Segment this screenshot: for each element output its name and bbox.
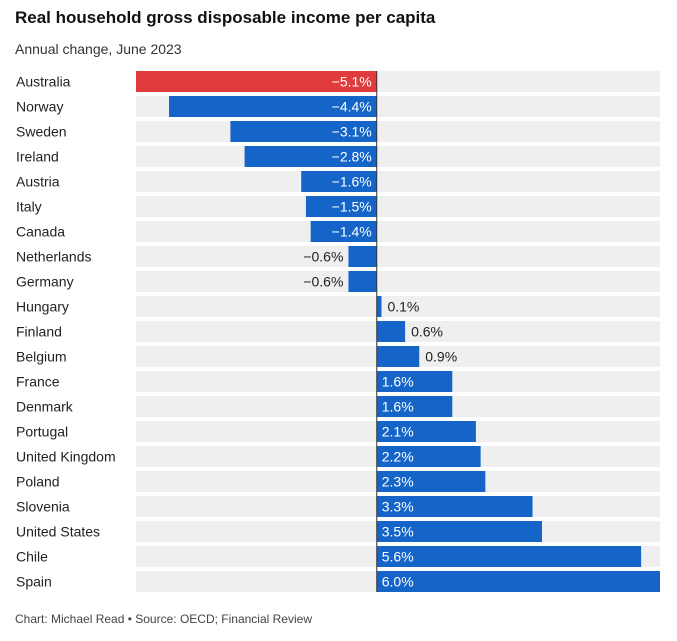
bar-chart: Australia Norway Sweden Ireland Austria Italy… [16,71,660,592]
value-label-germany: −0.6% [303,274,343,290]
row-bg-ireland [136,146,660,167]
value-label-sweden: −3.1% [332,124,372,140]
chart-title: Real household gross disposable income p… [15,8,436,27]
bar-france [376,371,453,392]
value-label-austria: −1.6% [332,174,372,190]
value-label-belgium: 0.9% [425,349,457,365]
value-label-poland: 2.3% [382,474,414,490]
row-bg-italy [136,196,660,217]
source-note: Chart: Michael Read • Source: OECD; Fina… [15,612,312,626]
value-label-ireland: −2.8% [332,149,372,165]
row-bg-hungary [136,296,660,317]
bar-poland [376,471,486,492]
category-label-netherlands: Netherlands [16,249,92,265]
category-label-slovenia: Slovenia [16,499,70,515]
bar-italy [305,196,377,217]
bar-belgium [376,346,420,367]
chart-subtitle: Annual change, June 2023 [15,41,182,57]
bars [136,71,660,592]
value-label-chile: 5.6% [382,549,414,565]
bar-slovenia [376,496,533,517]
category-label-portugal: Portugal [16,424,68,440]
category-label-finland: Finland [16,324,62,340]
category-label-canada: Canada [16,224,65,240]
bar-canada [310,221,377,242]
bar-chile [376,546,642,567]
bar-sweden [230,121,377,142]
bar-portugal [376,421,476,442]
bar-united-states [376,521,542,542]
value-label-finland: 0.6% [411,324,443,340]
category-label-sweden: Sweden [16,124,67,140]
bar-netherlands [348,246,377,267]
value-label-spain: 6.0% [382,574,414,590]
row-bg-sweden [136,121,660,142]
row-bg-netherlands [136,246,660,267]
bar-spain [376,571,660,592]
value-label-netherlands: −0.6% [303,249,343,265]
category-label-norway: Norway [16,99,63,115]
category-label-hungary: Hungary [16,299,69,315]
category-label-united-kingdom: United Kingdom [16,449,116,465]
value-label-france: 1.6% [382,374,414,390]
value-label-portugal: 2.1% [382,424,414,440]
bar-finland [376,321,406,342]
bar-norway [169,96,377,117]
category-label-spain: Spain [16,574,52,590]
category-labels: Australia Norway Sweden Ireland Austria Italy… [16,74,116,590]
row-bg-austria [136,171,660,192]
category-label-chile: Chile [16,549,48,565]
value-label-united-kingdom: 2.2% [382,449,414,465]
bar-australia [136,71,377,92]
value-label-italy: −1.5% [332,199,372,215]
row-bg-germany [136,271,660,292]
category-label-denmark: Denmark [16,399,74,415]
value-label-slovenia: 3.3% [382,499,414,515]
bar-ireland [244,146,377,167]
value-label-united-states: 3.5% [382,524,414,540]
bar-united-kingdom [376,446,481,467]
bar-hungary [376,296,382,317]
bar-austria [301,171,377,192]
value-label-hungary: 0.1% [387,299,419,315]
value-labels: −5.1% −4.4% −3.1% −2.8% −1.6% −1.5% −1.4% −0.6%… [303,74,457,590]
category-label-france: France [16,374,60,390]
category-label-austria: Austria [16,174,60,190]
row-backgrounds [136,71,660,592]
bar-germany [348,271,377,292]
category-label-united-states: United States [16,524,100,540]
value-label-canada: −1.4% [332,224,372,240]
category-label-belgium: Belgium [16,349,67,365]
bar-denmark [376,396,453,417]
category-label-ireland: Ireland [16,149,59,165]
category-label-italy: Italy [16,199,42,215]
row-bg-canada [136,221,660,242]
category-label-poland: Poland [16,474,60,490]
value-label-denmark: 1.6% [382,399,414,415]
category-label-germany: Germany [16,274,74,290]
category-label-australia: Australia [16,74,71,90]
value-label-australia: −5.1% [332,74,372,90]
value-label-norway: −4.4% [332,99,372,115]
